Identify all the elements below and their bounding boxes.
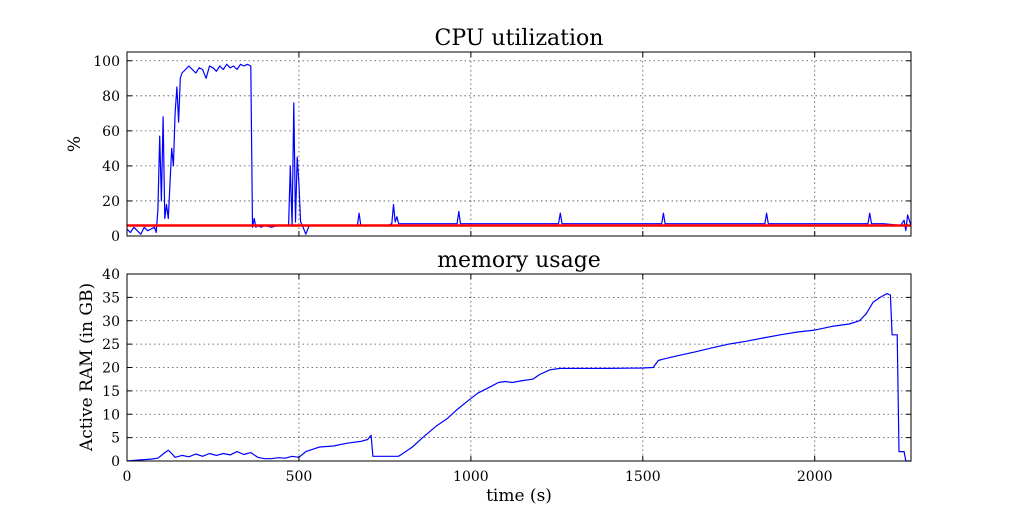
y-tick-label: 40 xyxy=(102,267,120,283)
y-tick-label: 20 xyxy=(102,361,120,377)
memory-series-group xyxy=(126,293,911,462)
memory-x-axis-label: time (s) xyxy=(486,486,552,506)
y-tick-label: 30 xyxy=(102,314,120,330)
y-tick-label: 0 xyxy=(111,229,120,245)
memory-y-axis-label: Active RAM (in GB) xyxy=(77,283,97,452)
x-tick-label: 1000 xyxy=(453,469,489,485)
y-tick-label: 20 xyxy=(102,194,120,210)
y-tick-label: 60 xyxy=(102,124,120,140)
y-tick-label: 80 xyxy=(102,89,120,105)
y-tick-label: 25 xyxy=(102,337,120,353)
cpu-gridlines xyxy=(127,52,911,236)
memory-panel: 0 500 1000 1500 2000 0 5 10 15 20 25 30 35 40 memory … xyxy=(77,248,912,506)
cpu-series-group xyxy=(126,63,912,235)
cpu-series-line-0 xyxy=(126,63,912,235)
y-tick-label: 40 xyxy=(102,159,120,175)
y-tick-label: 35 xyxy=(102,290,120,306)
x-tick-label: 0 xyxy=(123,469,132,485)
mem-series-line-0 xyxy=(126,293,911,462)
y-tick-label: 10 xyxy=(102,407,120,423)
y-tick-label: 0 xyxy=(111,454,120,470)
memory-chart-title: memory usage xyxy=(437,248,601,273)
y-tick-label: 100 xyxy=(93,54,120,70)
cpu-plot-frame xyxy=(126,51,912,237)
x-tick-label: 500 xyxy=(286,469,313,485)
cpu-chart-title: CPU utilization xyxy=(435,26,604,51)
cpu-panel: 0 20 40 60 80 100 CPU utilization % xyxy=(65,26,912,245)
x-tick-label: 1500 xyxy=(625,469,661,485)
y-tick-label: 5 xyxy=(111,431,120,447)
memory-ticks: 0 500 1000 1500 2000 0 5 10 15 20 25 30 35 40 xyxy=(102,267,911,485)
y-tick-label: 15 xyxy=(102,384,120,400)
memory-gridlines xyxy=(127,274,911,461)
cpu-y-axis-label: % xyxy=(65,136,85,152)
x-tick-label: 2000 xyxy=(797,469,833,485)
cpu-ticks: 0 20 40 60 80 100 xyxy=(93,52,911,245)
